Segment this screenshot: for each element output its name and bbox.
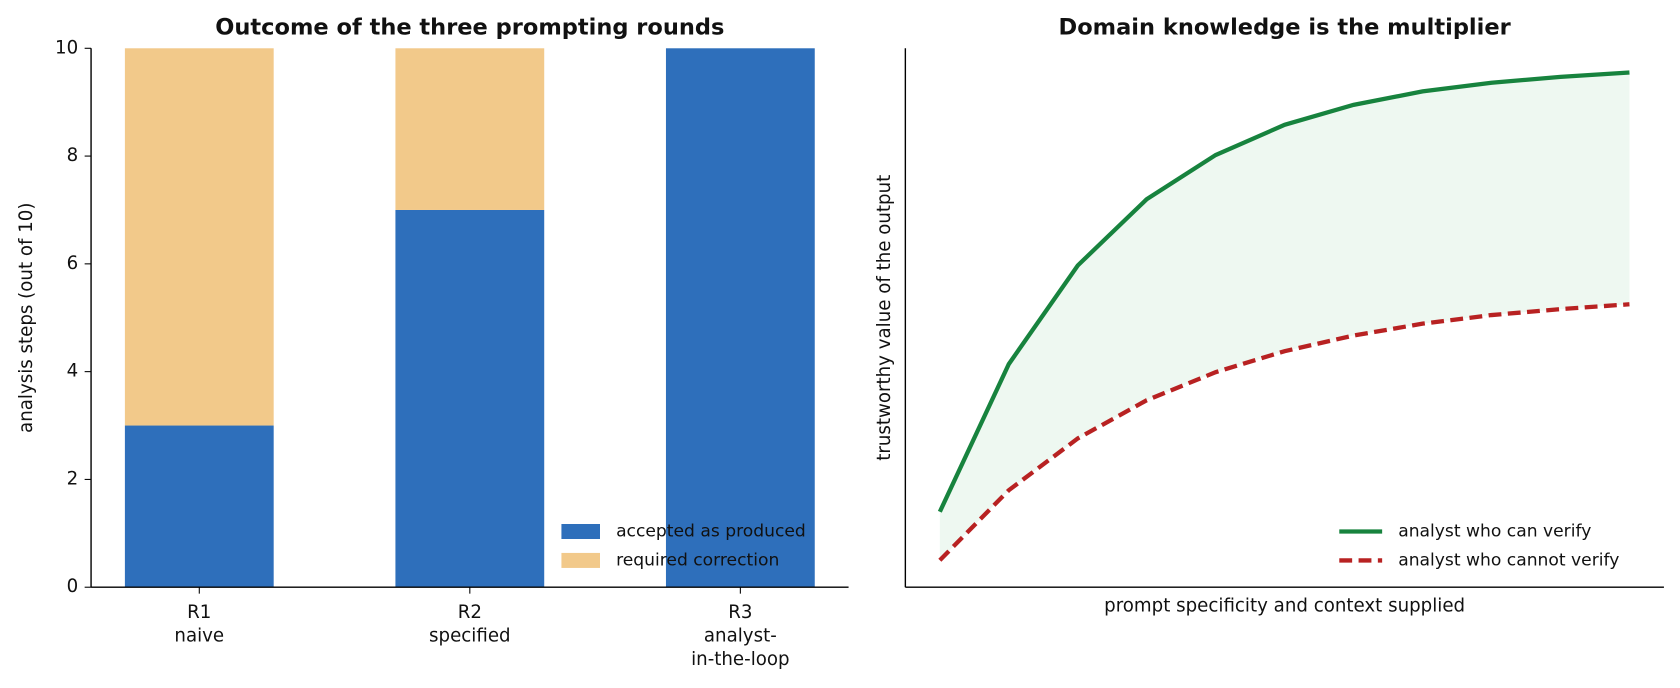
bar <box>124 48 274 426</box>
y-tick-label: 10 <box>55 37 78 58</box>
legend-label: accepted as produced <box>616 521 806 541</box>
x-tick-label: naive <box>174 625 224 646</box>
fill-band <box>939 72 1630 561</box>
legend-label: required correction <box>616 550 779 570</box>
y-axis-label: analysis steps (out of 10) <box>16 203 37 433</box>
legend-label: analyst who cannot verify <box>1398 550 1619 570</box>
chart-title: Domain knowledge is the multiplier <box>1059 14 1512 40</box>
y-axis-label: trustworthy value of the output <box>874 175 895 461</box>
line <box>938 302 1630 562</box>
y-tick-label: 8 <box>67 145 79 166</box>
x-tick-label: R2 <box>458 602 482 623</box>
x-axis-label: prompt specificity and context supplied <box>1104 595 1465 616</box>
bar <box>395 48 545 210</box>
x-tick-label: in-the-loop <box>691 649 790 670</box>
y-tick-label: 0 <box>67 576 79 597</box>
x-tick-label: analyst- <box>704 625 777 646</box>
legend-swatch <box>561 552 600 568</box>
x-tick-label: R3 <box>728 602 752 623</box>
y-tick-label: 4 <box>67 361 79 382</box>
legend-swatch <box>561 524 600 539</box>
bar <box>665 48 815 588</box>
y-tick-label: 2 <box>67 468 79 489</box>
x-tick-label: R1 <box>187 602 211 623</box>
bar <box>395 209 545 588</box>
y-tick-label: 6 <box>67 253 79 274</box>
x-tick-label: specified <box>429 625 511 646</box>
bar <box>124 425 274 588</box>
chart-title: Outcome of the three prompting rounds <box>215 14 724 40</box>
legend-label: analyst who can verify <box>1398 521 1591 541</box>
line <box>937 70 1630 513</box>
